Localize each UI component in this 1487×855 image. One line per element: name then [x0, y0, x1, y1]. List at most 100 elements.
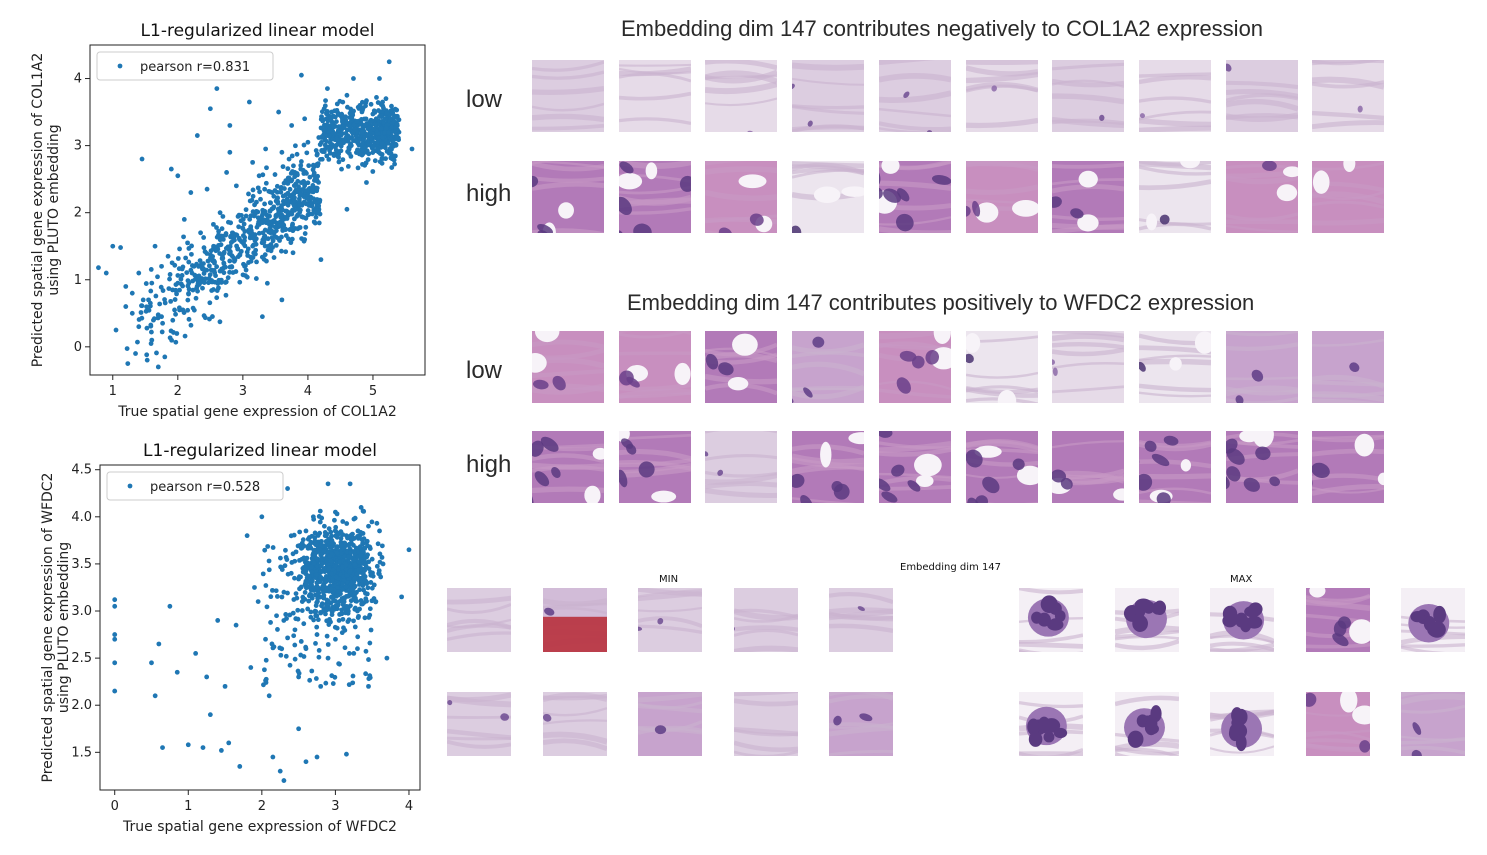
scatter-point [295, 152, 300, 157]
scatter-point [208, 106, 213, 111]
scatter-point [328, 545, 333, 550]
scatter-point [262, 257, 267, 262]
scatter-point [298, 208, 303, 213]
scatter-point [309, 565, 314, 570]
scatter-point [325, 634, 330, 639]
scatter-point [343, 645, 348, 650]
scatter-point [314, 542, 319, 547]
scatter-point [271, 646, 276, 651]
scatter-point [214, 295, 219, 300]
scatter-point [366, 151, 371, 156]
chart-legend: pearson r=0.831 [97, 52, 273, 80]
scatter-point [299, 187, 304, 192]
scatter-point [180, 273, 185, 278]
scatter-point [367, 120, 372, 125]
panel2-high-label: high [466, 451, 511, 479]
histology-tile-max [1019, 692, 1083, 756]
scatter-point [339, 112, 344, 117]
scatter-point [204, 675, 209, 680]
scatter-point [393, 154, 398, 159]
scatter-point [372, 108, 377, 113]
scatter-point [228, 265, 233, 270]
scatter-point [182, 217, 187, 222]
x-axis-label: True spatial gene expression of COL1A2 [117, 404, 397, 420]
scatter-point [174, 282, 179, 287]
scatter-point [257, 231, 262, 236]
scatter-point [302, 116, 307, 121]
scatter-point [344, 521, 349, 526]
scatter-point [160, 330, 165, 335]
histology-tile [1312, 431, 1384, 503]
scatter-point [191, 306, 196, 311]
histology-tile [1139, 161, 1211, 233]
scatter-point [326, 481, 331, 486]
scatter-point [175, 670, 180, 675]
scatter-point [350, 112, 355, 117]
scatter-point [250, 198, 255, 203]
x-tick-label: 5 [369, 384, 377, 399]
scatter-point [364, 649, 369, 654]
scatter-point [248, 665, 253, 670]
scatter-point [318, 157, 323, 162]
scatter-point [329, 571, 334, 576]
scatter-points [112, 481, 411, 783]
scatter-point [392, 115, 397, 120]
scatter-point [267, 226, 272, 231]
scatter-point [254, 276, 259, 281]
scatter-point [309, 570, 314, 575]
scatter-point [303, 590, 308, 595]
scatter-point [359, 130, 364, 135]
scatter-point [185, 298, 190, 303]
scatter-point [207, 263, 212, 268]
scatter-point [351, 618, 356, 623]
scatter-point [374, 95, 379, 100]
scatter-point [333, 637, 338, 642]
scatter-point [246, 192, 251, 197]
scatter-point [339, 547, 344, 552]
scatter-point [327, 526, 332, 531]
scatter-point [285, 591, 290, 596]
scatter-point [389, 142, 394, 147]
scatter-point [247, 100, 252, 105]
scatter-point [268, 200, 273, 205]
scatter-point [364, 599, 369, 604]
scatter-point [198, 230, 203, 235]
scatter-point [256, 599, 261, 604]
scatter-point [353, 584, 358, 589]
scatter-point [320, 109, 325, 114]
scatter-point [214, 225, 219, 230]
scatter-point [377, 529, 382, 534]
scatter-point [112, 689, 117, 694]
scatter-point [279, 565, 284, 570]
scatter-point [348, 586, 353, 591]
histology-tile-max [1019, 588, 1083, 652]
histology-tile-min [734, 692, 798, 756]
scatter-point [310, 187, 315, 192]
scatter-point [149, 660, 154, 665]
panel1-low-label: low [466, 86, 502, 114]
scatter-point [359, 553, 364, 558]
scatter-point [319, 125, 324, 130]
histology-tile-min [543, 588, 607, 652]
scatter-point [292, 183, 297, 188]
scatter-point [176, 256, 181, 261]
scatter-point [136, 324, 141, 329]
scatter-point [302, 654, 307, 659]
scatter-point [368, 573, 373, 578]
scatter-point [167, 277, 172, 282]
scatter-point [326, 599, 331, 604]
histology-tile [705, 331, 777, 403]
scatter-point [299, 544, 304, 549]
scatter-point [293, 627, 298, 632]
legend-marker [118, 64, 123, 69]
scatter-point [139, 310, 144, 315]
histology-tile [1052, 431, 1124, 503]
scatter-point [302, 143, 307, 148]
scatter-point [356, 166, 361, 171]
scatter-point [370, 586, 375, 591]
scatter-point [308, 540, 313, 545]
scatter-point [362, 123, 367, 128]
scatter-point [251, 251, 256, 256]
chart-title: L1-regularized linear model [143, 441, 377, 461]
scatter-point [271, 545, 276, 550]
